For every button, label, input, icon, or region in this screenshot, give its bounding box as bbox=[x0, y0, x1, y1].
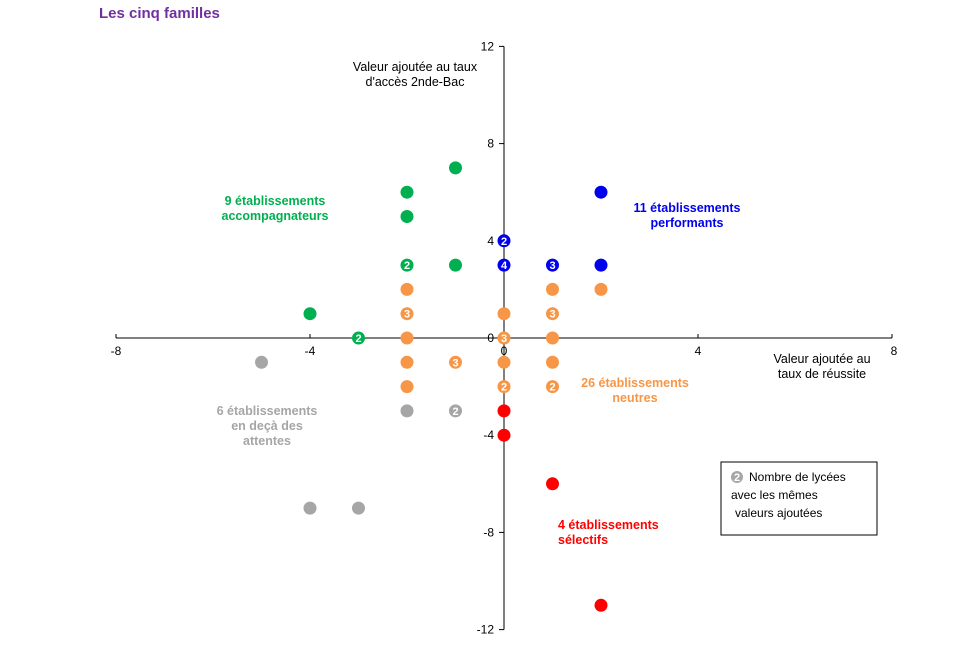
group-label-gray: 6 établissements bbox=[217, 404, 318, 418]
data-point-orange bbox=[497, 331, 511, 345]
data-point-orange bbox=[449, 355, 462, 369]
y-axis-label: Valeur ajoutée au taux bbox=[353, 60, 478, 74]
data-point-red bbox=[497, 404, 511, 418]
data-point-green bbox=[400, 185, 414, 199]
data-point-gray bbox=[352, 501, 365, 515]
data-point-orange bbox=[400, 380, 414, 394]
data-point-orange bbox=[400, 282, 414, 296]
data-point-orange bbox=[546, 355, 559, 369]
group-label-green: accompagnateurs bbox=[222, 209, 329, 223]
group-label-gray: attentes bbox=[243, 434, 291, 448]
group-label-green: 9 établissements bbox=[225, 194, 326, 208]
data-point-orange bbox=[400, 355, 414, 369]
x-tick-label: -4 bbox=[305, 344, 316, 358]
data-point-green bbox=[400, 258, 414, 272]
data-point-orange bbox=[400, 331, 414, 345]
point-count-label: 2 bbox=[404, 260, 410, 272]
data-point-green bbox=[449, 161, 462, 175]
group-label-red: 4 établissements bbox=[558, 518, 659, 532]
x-tick-label: -8 bbox=[111, 344, 122, 358]
legend-text: avec les mêmes bbox=[731, 488, 818, 502]
y-tick-label: -4 bbox=[483, 428, 494, 442]
legend-badge-label: 2 bbox=[734, 472, 740, 484]
group-label-orange: 26 établissements bbox=[581, 376, 689, 390]
data-point-orange bbox=[546, 282, 559, 296]
data-point-gray bbox=[400, 404, 414, 418]
y-tick-label: -8 bbox=[483, 525, 494, 539]
group-label-red: sélectifs bbox=[558, 533, 608, 547]
point-count-label: 3 bbox=[452, 357, 458, 369]
y-tick-label: -12 bbox=[477, 623, 495, 637]
x-axis-label: taux de réussite bbox=[778, 367, 866, 381]
y-tick-label: 12 bbox=[481, 39, 495, 53]
y-tick-label: 4 bbox=[487, 234, 494, 248]
point-count-label: 2 bbox=[501, 382, 507, 394]
legend-box bbox=[720, 461, 878, 536]
point-count-label: 2 bbox=[501, 236, 507, 248]
data-point-red bbox=[497, 428, 511, 442]
point-count-label: 3 bbox=[549, 260, 555, 272]
data-point-green bbox=[303, 307, 317, 321]
x-tick-label: 0 bbox=[501, 344, 508, 358]
data-point-gray bbox=[303, 501, 317, 515]
point-count-label: 3 bbox=[549, 309, 555, 321]
y-tick-label: 8 bbox=[487, 137, 494, 151]
x-tick-label: 8 bbox=[891, 344, 898, 358]
data-point-green bbox=[400, 210, 414, 223]
data-point-blue bbox=[546, 258, 559, 272]
data-point-orange bbox=[497, 355, 511, 369]
data-point-blue bbox=[594, 258, 608, 272]
page-title: Les cinq familles bbox=[99, 5, 220, 22]
x-axis-label: Valeur ajoutée au bbox=[773, 352, 870, 366]
legend-text: valeurs ajoutées bbox=[735, 506, 822, 520]
group-label-blue: performants bbox=[651, 216, 724, 230]
group-label-gray: en deçà des bbox=[231, 419, 303, 433]
legend-text: Nombre de lycées bbox=[749, 470, 846, 484]
data-point-blue bbox=[497, 234, 511, 248]
data-point-gray bbox=[255, 355, 268, 369]
data-point-red bbox=[594, 598, 608, 612]
data-point-orange bbox=[497, 307, 511, 321]
group-label-blue: 11 établissements bbox=[633, 201, 740, 215]
point-count-label: 3 bbox=[404, 309, 410, 321]
y-tick-label: 0 bbox=[487, 331, 494, 345]
data-point-blue bbox=[594, 185, 608, 199]
data-point-red bbox=[546, 477, 559, 491]
data-point-gray bbox=[449, 404, 462, 418]
data-point-orange bbox=[400, 307, 414, 321]
point-count-label: 4 bbox=[501, 260, 508, 272]
data-point-orange bbox=[497, 380, 511, 394]
group-label-orange: neutres bbox=[612, 391, 657, 405]
y-axis-label: d'accès 2nde-Bac bbox=[366, 75, 465, 89]
data-point-blue bbox=[497, 258, 511, 272]
legend-badge bbox=[731, 471, 743, 483]
data-point-green bbox=[352, 331, 365, 345]
point-count-label: 2 bbox=[452, 406, 458, 418]
x-tick-label: 4 bbox=[695, 344, 702, 358]
data-point-orange bbox=[594, 282, 608, 296]
point-count-label: 3 bbox=[501, 333, 507, 345]
data-point-orange bbox=[546, 331, 559, 345]
point-count-label: 2 bbox=[355, 333, 361, 345]
data-point-green bbox=[449, 258, 462, 272]
data-point-orange bbox=[546, 380, 559, 394]
point-count-label: 2 bbox=[549, 382, 555, 394]
data-point-orange bbox=[546, 307, 559, 321]
